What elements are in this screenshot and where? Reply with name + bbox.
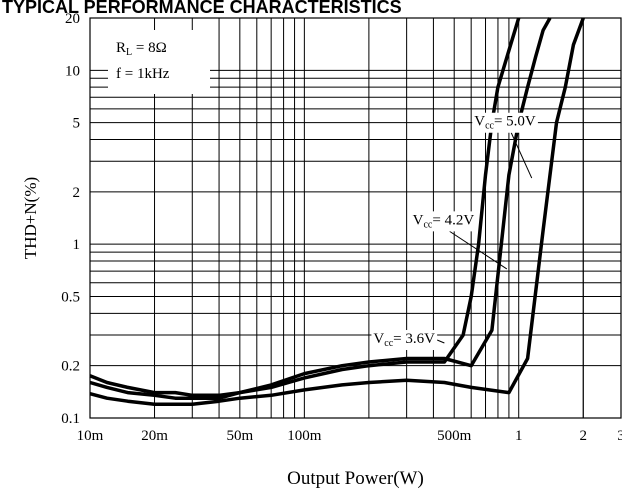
- page-title: TYPICAL PERFORMANCE CHARACTERISTICS: [2, 0, 402, 17]
- condition-label-1: RL = 8Ω: [116, 40, 167, 58]
- annotation-label-1: Vcc= 5.0V: [474, 114, 536, 132]
- y-tick-label: 1: [73, 237, 81, 253]
- series-line-2: [89, 17, 552, 400]
- y-axis-label: THD+N(%): [21, 177, 40, 259]
- annotation-leader: [449, 230, 508, 270]
- condition-label-2: f = 1kHz: [116, 66, 170, 82]
- x-tick-label: 10m: [77, 428, 104, 444]
- annotations: Vcc= 5.0V Vcc= 4.2V Vcc= 3.6V: [371, 112, 538, 351]
- y-tick-label: 0.1: [61, 411, 80, 427]
- series-line-3: [89, 17, 585, 406]
- x-tick-label: 3: [617, 428, 622, 444]
- conditions-box: RL = 8Ω f = 1kHz: [108, 30, 210, 94]
- annotation-leader: [510, 132, 533, 179]
- tick-labels: 10m 20m 50m 100m 500m 1 2 3 0.1 0.2 0.5 1 2 5 10 20: [61, 11, 622, 444]
- series-line-1: [89, 17, 521, 398]
- y-tick-label: 5: [73, 116, 81, 132]
- x-tick-label: 20m: [141, 428, 168, 444]
- annotation-leader: [436, 339, 445, 344]
- y-tick-label: 0.5: [61, 289, 80, 305]
- x-tick-label: 500m: [437, 428, 472, 444]
- y-tick-label: 0.2: [61, 359, 80, 375]
- annotation-bg: [371, 330, 438, 351]
- y-tick-label: 20: [65, 11, 80, 27]
- x-tick-label: 50m: [226, 428, 253, 444]
- x-tick-label: 1: [515, 428, 523, 444]
- annotation-bg: [472, 112, 538, 133]
- x-tick-label: 100m: [287, 428, 322, 444]
- grid: [90, 18, 621, 418]
- annotation-label-3: Vcc= 3.6V: [373, 331, 435, 349]
- series-lines: [89, 17, 585, 406]
- plot-frame: [89, 17, 622, 419]
- annotation-bg: [410, 211, 477, 232]
- y-tick-label: 2: [73, 185, 81, 201]
- y-tick-label: 10: [65, 63, 80, 79]
- x-tick-label: 2: [580, 428, 588, 444]
- x-axis-label: Output Power(W): [287, 468, 424, 489]
- conditions-bg: [108, 30, 210, 94]
- annotation-label-2: Vcc= 4.2V: [413, 212, 475, 230]
